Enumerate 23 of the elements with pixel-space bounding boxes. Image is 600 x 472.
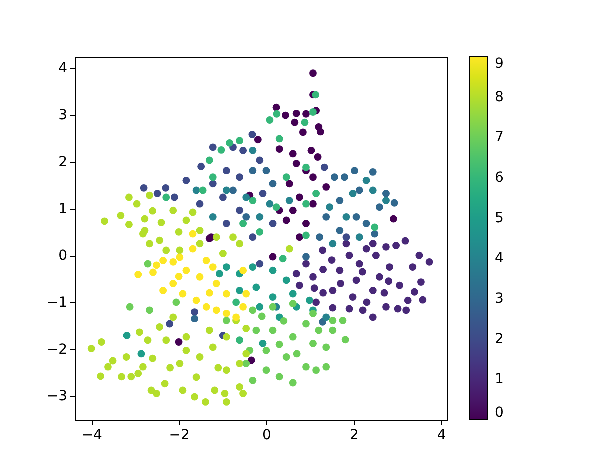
x-tick-label: −4 <box>82 428 103 444</box>
y-tick-label: 1 <box>58 201 68 218</box>
color-bar-label: 1 <box>495 372 504 388</box>
color-bar-label: 6 <box>495 170 504 186</box>
y-tick-label: 3 <box>58 108 68 124</box>
y-tick-label: −2 <box>46 342 68 358</box>
color-bar-label: 8 <box>495 89 504 106</box>
color-bar-label: 3 <box>495 291 504 307</box>
y-tick-label: −3 <box>46 388 68 405</box>
x-tick-label: 4 <box>437 428 446 444</box>
color-bar-label: 2 <box>495 331 504 348</box>
y-tick-label: −1 <box>46 294 68 311</box>
x-tick-label: 0 <box>262 428 272 444</box>
color-bar-label: 5 <box>495 210 504 226</box>
color-bar-label: 7 <box>495 130 504 146</box>
color-bar-label: 4 <box>495 250 504 267</box>
x-tick-label: −2 <box>169 428 190 444</box>
y-tick-label: 2 <box>58 154 68 170</box>
x-tick-label: 2 <box>350 428 359 444</box>
color-bar-label: 9 <box>495 56 504 72</box>
y-tick-label: 4 <box>58 60 68 77</box>
color-bar-label: 0 <box>495 405 504 421</box>
y-tick-label: 0 <box>58 248 68 264</box>
